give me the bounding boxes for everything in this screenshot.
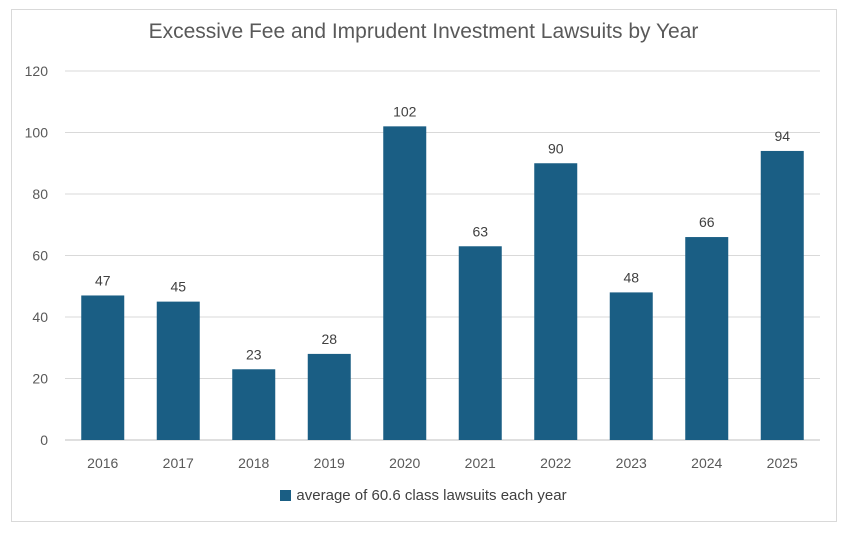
data-label: 45 [170, 279, 186, 295]
x-tick-label: 2022 [540, 455, 571, 471]
data-label: 28 [321, 331, 337, 347]
chart-frame [11, 9, 837, 522]
y-tick-label: 100 [25, 125, 49, 141]
data-label: 90 [548, 140, 564, 156]
x-tick-label: 2019 [314, 455, 345, 471]
bar [383, 126, 427, 440]
x-tick-label: 2020 [389, 455, 420, 471]
y-tick-label: 20 [32, 371, 48, 387]
y-tick-label: 80 [32, 186, 48, 202]
legend-label: average of 60.6 class lawsuits each year [296, 487, 567, 504]
x-tick-label: 2024 [691, 455, 722, 471]
data-label: 48 [623, 269, 639, 285]
data-label: 47 [95, 272, 111, 288]
y-tick-label: 0 [40, 432, 48, 448]
bar [458, 246, 502, 440]
bar [232, 369, 276, 440]
chart-title: Excessive Fee and Imprudent Investment L… [148, 20, 699, 43]
x-tick-label: 2018 [238, 455, 269, 471]
bar [685, 237, 729, 440]
y-tick-label: 120 [25, 63, 49, 79]
bar [609, 292, 653, 440]
bar [307, 353, 351, 440]
x-tick-label: 2016 [87, 455, 118, 471]
bar [81, 295, 125, 440]
legend-swatch [280, 490, 292, 501]
y-tick-label: 60 [32, 248, 48, 264]
data-label: 23 [246, 346, 262, 362]
bar [534, 163, 578, 440]
bar [760, 150, 804, 440]
x-tick-label: 2023 [616, 455, 647, 471]
data-label: 94 [774, 128, 790, 144]
y-tick-label: 40 [32, 309, 48, 325]
x-tick-label: 2025 [767, 455, 798, 471]
data-label: 63 [472, 223, 488, 239]
data-label: 102 [393, 103, 417, 119]
x-tick-label: 2021 [465, 455, 496, 471]
x-tick-label: 2017 [163, 455, 194, 471]
legend: average of 60.6 class lawsuits each year [0, 487, 847, 504]
data-label: 66 [699, 214, 715, 230]
bar [156, 301, 200, 440]
